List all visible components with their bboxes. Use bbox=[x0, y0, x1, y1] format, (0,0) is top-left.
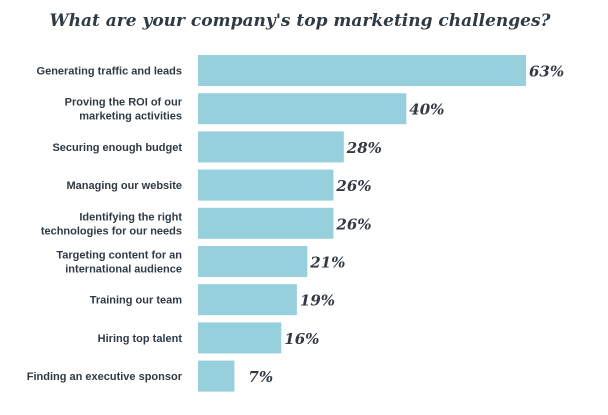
category-label-6: Targeting content for an international au… bbox=[56, 250, 182, 276]
bar-9 bbox=[198, 360, 235, 392]
category-label-2: Proving the ROI of our marketing activiti… bbox=[65, 97, 183, 123]
value-label-5: 26% bbox=[335, 215, 371, 233]
bar-7 bbox=[198, 284, 297, 316]
bar-4 bbox=[198, 169, 334, 201]
value-label-8: 16% bbox=[284, 330, 319, 348]
bar-1 bbox=[198, 55, 526, 86]
bar-3 bbox=[198, 131, 344, 163]
category-label-7: Training our team bbox=[90, 295, 183, 307]
value-label-7: 19% bbox=[300, 292, 335, 310]
bar-6 bbox=[198, 246, 308, 277]
category-label-3: Securing enough budget bbox=[52, 142, 182, 154]
value-label-4: 26% bbox=[335, 177, 371, 195]
category-label-4: Managing our website bbox=[66, 180, 182, 192]
bar-8 bbox=[198, 322, 282, 354]
chart-title: What are your company's top marketing ch… bbox=[49, 11, 551, 31]
value-label-9: 7% bbox=[248, 368, 273, 386]
category-label-1: Generating traffic and leads bbox=[37, 66, 182, 78]
value-label-3: 28% bbox=[346, 139, 382, 157]
bar-2 bbox=[198, 93, 407, 125]
value-label-2: 40% bbox=[409, 101, 444, 119]
category-label-5: Identifying the right technologies for ou… bbox=[41, 211, 183, 237]
category-label-9: Finding an executive sponsor bbox=[27, 371, 183, 383]
value-label-1: 63% bbox=[529, 63, 564, 81]
bar-5 bbox=[198, 207, 334, 239]
category-label-8: Hiring top talent bbox=[98, 333, 183, 345]
value-label-6: 21% bbox=[309, 254, 345, 272]
